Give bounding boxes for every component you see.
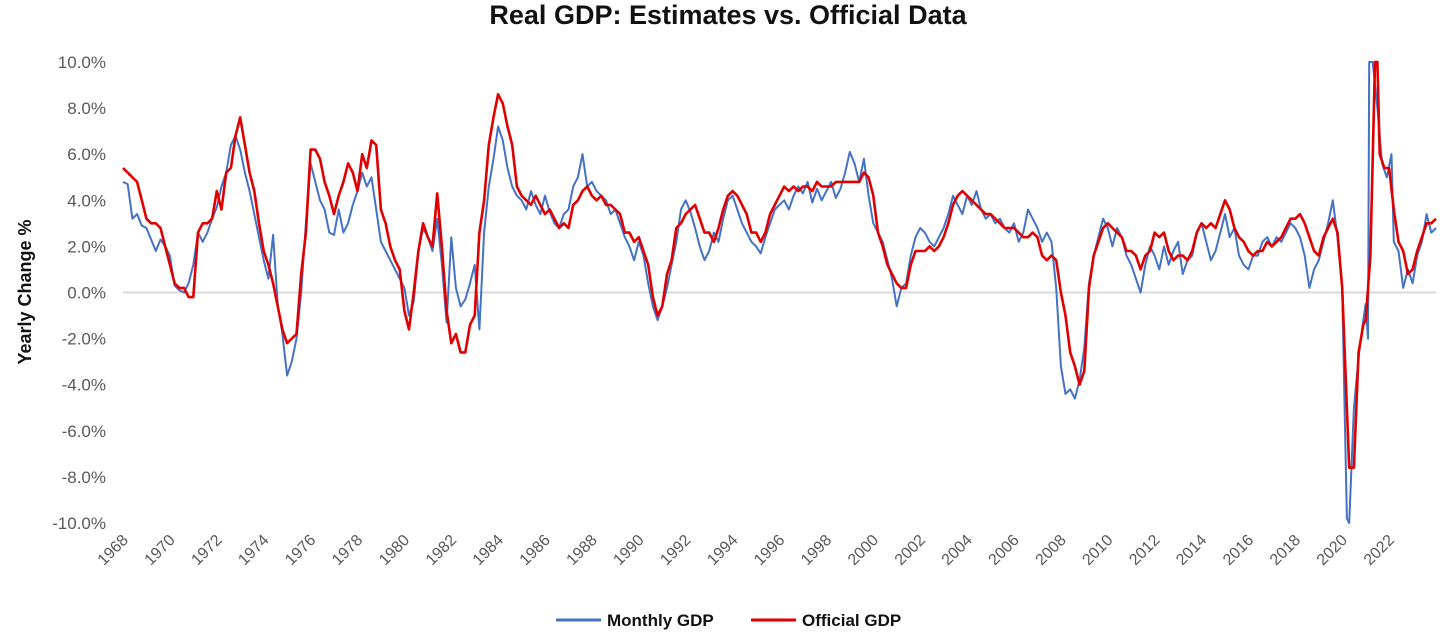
x-tick-label: 2018	[1267, 532, 1304, 569]
x-tick-label: 1970	[142, 532, 179, 569]
x-tick-label: 1980	[376, 532, 413, 569]
x-tick-label: 2004	[939, 532, 976, 569]
y-tick-label: -10.0%	[52, 514, 106, 533]
series-layer	[122, 60, 1437, 524]
x-tick-label: 1976	[282, 532, 319, 569]
x-axis-ticks: 1968 1970 1972 1974 1976 1978 1980 1982 1984 1986…	[95, 532, 1398, 569]
x-tick-label: 2008	[1032, 532, 1069, 569]
x-tick-label: 1988	[564, 532, 601, 569]
y-tick-label: 6.0%	[67, 145, 106, 164]
x-tick-label: 1996	[751, 532, 788, 569]
x-tick-label: 1986	[517, 532, 554, 569]
y-tick-label: 2.0%	[67, 237, 106, 256]
y-axis-ticks: 10.0% 8.0% 6.0% 4.0% 2.0% 0.0% -2.0% -4.0% -6.0%…	[52, 53, 106, 533]
x-tick-label: 2016	[1220, 532, 1257, 569]
y-tick-label: 4.0%	[67, 191, 106, 210]
chart-title: Real GDP: Estimates vs. Official Data	[489, 0, 967, 30]
x-tick-label: 1982	[423, 532, 460, 569]
y-tick-label: -6.0%	[62, 422, 106, 441]
x-tick-label: 1992	[657, 532, 694, 569]
y-tick-label: 0.0%	[67, 284, 106, 303]
x-tick-label: 1998	[798, 532, 835, 569]
y-tick-label: -8.0%	[62, 468, 106, 487]
x-tick-label: 2006	[986, 532, 1023, 569]
x-tick-label: 2010	[1079, 532, 1116, 569]
y-axis-label: Yearly Change %	[15, 219, 35, 364]
x-tick-label: 1968	[95, 532, 132, 569]
x-tick-label: 1978	[329, 532, 366, 569]
x-tick-label: 2022	[1361, 532, 1398, 569]
legend-label-monthly: Monthly GDP	[607, 611, 714, 630]
y-tick-label: -2.0%	[62, 330, 106, 349]
x-tick-label: 1990	[610, 532, 647, 569]
x-tick-label: 2020	[1314, 532, 1351, 569]
x-tick-label: 1984	[470, 532, 507, 569]
x-tick-label: 2000	[845, 532, 882, 569]
x-tick-label: 1972	[188, 532, 225, 569]
legend: Monthly GDP Official GDP	[556, 611, 901, 630]
x-tick-label: 2002	[892, 532, 929, 569]
y-tick-label: -4.0%	[62, 376, 106, 395]
x-tick-label: 2012	[1126, 532, 1163, 569]
x-tick-label: 1994	[704, 532, 741, 569]
x-tick-label: 1974	[235, 532, 272, 569]
legend-label-official: Official GDP	[802, 611, 901, 630]
y-tick-label: 8.0%	[67, 99, 106, 118]
series-line-official-gdp	[122, 60, 1437, 470]
x-tick-label: 2014	[1173, 532, 1210, 569]
y-tick-label: 10.0%	[58, 53, 106, 72]
series-line-monthly-gdp	[122, 61, 1437, 524]
